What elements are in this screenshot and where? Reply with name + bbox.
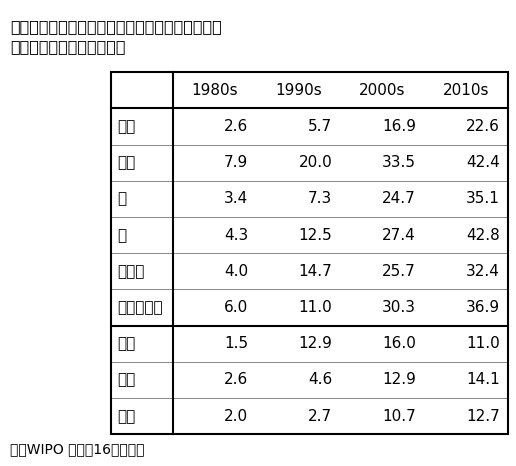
Text: 25.7: 25.7 bbox=[382, 264, 416, 279]
Text: 14.1: 14.1 bbox=[466, 372, 500, 388]
Text: 2010s: 2010s bbox=[443, 83, 490, 98]
Text: 5.7: 5.7 bbox=[308, 119, 332, 134]
Text: 米国: 米国 bbox=[117, 155, 135, 170]
Text: 12.9: 12.9 bbox=[382, 372, 416, 388]
Text: 台湾: 台湾 bbox=[117, 409, 135, 424]
Text: 1.5: 1.5 bbox=[224, 336, 248, 351]
Text: 24.7: 24.7 bbox=[382, 192, 416, 206]
Text: 10.7: 10.7 bbox=[382, 409, 416, 424]
Text: 33.5: 33.5 bbox=[382, 155, 416, 170]
Text: 27.4: 27.4 bbox=[382, 228, 416, 243]
Text: 16.9: 16.9 bbox=[382, 119, 416, 134]
Text: 2.0: 2.0 bbox=[224, 409, 248, 424]
Text: 11.0: 11.0 bbox=[466, 336, 500, 351]
Text: 16.0: 16.0 bbox=[382, 336, 416, 351]
Text: 2000s: 2000s bbox=[359, 83, 406, 98]
Text: 独: 独 bbox=[117, 192, 126, 206]
Text: 1990s: 1990s bbox=[275, 83, 322, 98]
Text: 22.6: 22.6 bbox=[466, 119, 500, 134]
Text: 英: 英 bbox=[117, 228, 126, 243]
Text: 中国: 中国 bbox=[117, 336, 135, 351]
Text: 4.6: 4.6 bbox=[308, 372, 332, 388]
Text: 4.0: 4.0 bbox=[224, 264, 248, 279]
Text: 42.4: 42.4 bbox=[466, 155, 500, 170]
Text: デンマーク: デンマーク bbox=[117, 300, 163, 315]
Text: 2.6: 2.6 bbox=[224, 372, 248, 388]
Text: 42.8: 42.8 bbox=[466, 228, 500, 243]
Text: 文数の９ヶ国の動向: 文数の９ヶ国の動向 bbox=[10, 39, 126, 54]
Text: 4.3: 4.3 bbox=[224, 228, 248, 243]
Text: 35.1: 35.1 bbox=[466, 192, 500, 206]
Text: 表６　医薬品特許１件あたりにおいて利用した論: 表６ 医薬品特許１件あたりにおいて利用した論 bbox=[10, 20, 222, 34]
Text: 韓国: 韓国 bbox=[117, 372, 135, 388]
Text: 1980s: 1980s bbox=[191, 83, 238, 98]
Text: 6.0: 6.0 bbox=[224, 300, 248, 315]
Text: 日本: 日本 bbox=[117, 119, 135, 134]
Text: 36.9: 36.9 bbox=[466, 300, 500, 315]
Text: 20.0: 20.0 bbox=[298, 155, 332, 170]
Text: 2.6: 2.6 bbox=[224, 119, 248, 134]
Text: 7.3: 7.3 bbox=[308, 192, 332, 206]
Text: 7.9: 7.9 bbox=[224, 155, 248, 170]
Text: 12.5: 12.5 bbox=[298, 228, 332, 243]
Text: 12.9: 12.9 bbox=[298, 336, 332, 351]
Text: 2.7: 2.7 bbox=[308, 409, 332, 424]
Text: 3.4: 3.4 bbox=[224, 192, 248, 206]
Text: 32.4: 32.4 bbox=[466, 264, 500, 279]
Text: スイス: スイス bbox=[117, 264, 144, 279]
Text: 11.0: 11.0 bbox=[298, 300, 332, 315]
Text: 30.3: 30.3 bbox=[382, 300, 416, 315]
Text: 注　WIPO 分類の16が対象。: 注 WIPO 分類の16が対象。 bbox=[10, 442, 145, 456]
Text: 14.7: 14.7 bbox=[298, 264, 332, 279]
Text: 12.7: 12.7 bbox=[466, 409, 500, 424]
